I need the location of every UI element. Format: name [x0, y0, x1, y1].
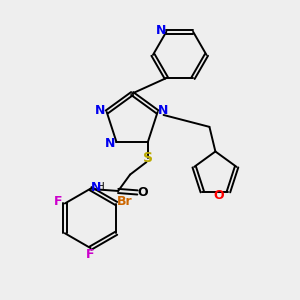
- Text: N: N: [105, 136, 115, 150]
- Text: F: F: [86, 248, 94, 260]
- Text: S: S: [143, 151, 153, 165]
- Text: N: N: [158, 104, 169, 117]
- Text: O: O: [137, 186, 148, 199]
- Text: Br: Br: [117, 195, 132, 208]
- Text: H: H: [97, 182, 105, 192]
- Text: N: N: [91, 181, 101, 194]
- Text: F: F: [54, 195, 62, 208]
- Text: O: O: [213, 189, 224, 202]
- Text: N: N: [95, 104, 105, 117]
- Text: N: N: [156, 24, 166, 37]
